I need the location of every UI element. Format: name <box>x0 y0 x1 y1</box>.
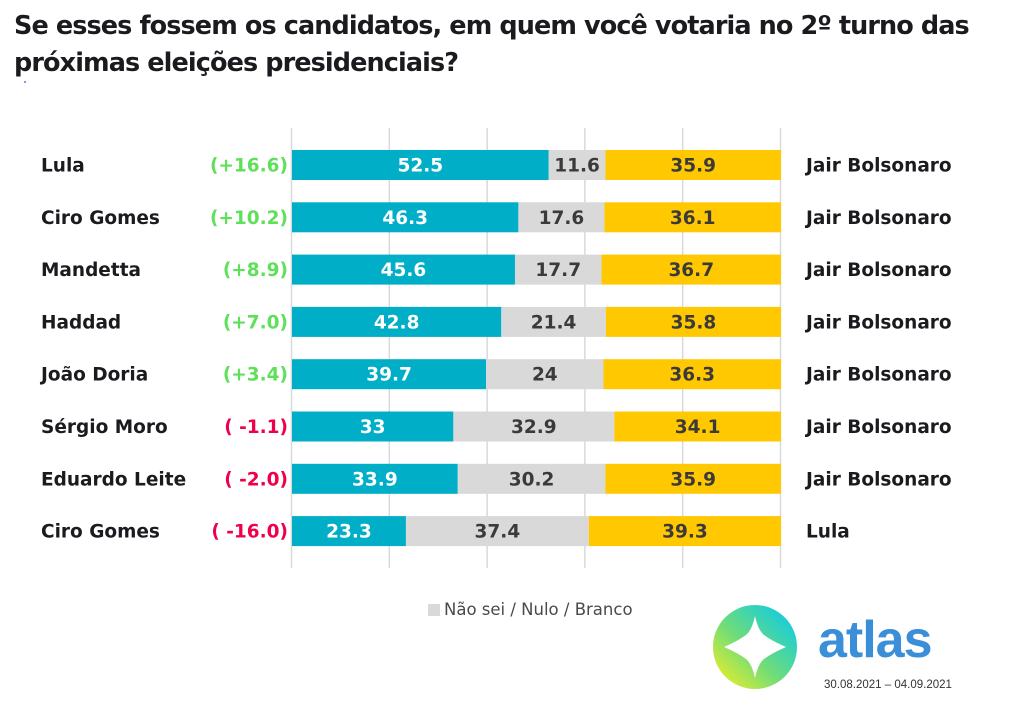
legend-swatch-undecided <box>428 603 440 616</box>
bar-row: Sérgio Moro ( -1.1) 33 32.9 34.1 Jair Bolsona… <box>41 411 952 442</box>
bar-segment-left-candidate <box>292 306 502 337</box>
difference-label: ( -2.0) <box>224 469 288 490</box>
value-label-undecided: 24 <box>532 365 558 386</box>
value-label-left-candidate: 33.9 <box>352 469 398 490</box>
bar-row: Mandetta (+8.9) 45.6 17.7 36.7 Jair Bolsonaro <box>41 254 952 285</box>
right-candidate-label: Jair Bolsonaro <box>804 208 952 229</box>
value-label-left-candidate: 33 <box>360 417 386 438</box>
bar-segment-right-candidate <box>601 254 781 285</box>
value-label-undecided: 17.7 <box>535 260 581 281</box>
bar-segment-right-candidate <box>604 202 781 233</box>
value-label-right-candidate: 36.7 <box>668 260 714 281</box>
value-label-left-candidate: 39.7 <box>366 365 412 386</box>
bar-segment-right-candidate <box>605 306 781 337</box>
difference-label: ( -16.0) <box>211 522 288 543</box>
left-candidate-label: Eduardo Leite <box>41 469 186 490</box>
bar-segment-undecided <box>453 411 615 442</box>
difference-label: (+16.6) <box>210 156 288 177</box>
value-label-undecided: 32.9 <box>511 417 557 438</box>
left-candidate-label: Haddad <box>41 312 121 333</box>
right-candidate-label: Jair Bolsonaro <box>804 417 952 438</box>
value-label-right-candidate: 39.3 <box>662 522 708 543</box>
value-label-undecided: 11.6 <box>554 156 600 177</box>
difference-label: (+3.4) <box>223 365 288 386</box>
bar-segment-left-candidate <box>292 254 515 285</box>
value-label-undecided: 30.2 <box>509 469 555 490</box>
bar-row: Ciro Gomes (+10.2) 46.3 17.6 36.1 Jair Bolson… <box>41 202 952 233</box>
bar-rows: Lula (+16.6) 52.5 11.6 35.9 Jair BolsonaroCir… <box>39 150 952 547</box>
bar-segment-right-candidate <box>605 150 781 180</box>
value-label-right-candidate: 35.9 <box>670 156 716 177</box>
chart-title: Se esses fossem os candidatos, em quem v… <box>14 11 970 78</box>
value-label-undecided: 17.6 <box>539 208 585 229</box>
value-label-right-candidate: 35.8 <box>671 312 717 333</box>
bar-segment-undecided <box>405 516 589 547</box>
right-candidate-label: Jair Bolsonaro <box>804 365 952 386</box>
value-label-right-candidate: 35.9 <box>670 469 716 490</box>
legend: Não sei / Nulo / Branco <box>428 600 633 619</box>
bar-segment-undecided <box>457 463 606 494</box>
value-label-left-candidate: 45.6 <box>381 260 427 281</box>
value-label-right-candidate: 34.1 <box>675 417 721 438</box>
bar-segment-left-candidate <box>292 463 458 494</box>
left-candidate-label: Sérgio Moro <box>41 417 168 438</box>
left-candidate-label: Ciro Gomes <box>41 522 160 543</box>
left-candidate-label: Ciro Gomes <box>41 208 160 229</box>
bar-segment-left-candidate <box>292 516 406 547</box>
right-candidate-label: Jair Bolsonaro <box>804 312 952 333</box>
bar-segment-undecided <box>518 202 605 233</box>
difference-label: (+8.9) <box>223 260 288 281</box>
bar-segment-left-candidate <box>292 359 487 390</box>
right-candidate-label: Lula <box>806 522 850 543</box>
value-label-undecided: 21.4 <box>531 312 577 333</box>
bar-segment-left-candidate <box>292 202 519 233</box>
bar-segment-left-candidate <box>292 150 549 180</box>
difference-label: (+7.0) <box>223 312 288 333</box>
bar-segment-undecided <box>514 254 602 285</box>
bar-row: Haddad (+7.0) 42.8 21.4 35.8 Jair Bolsonaro <box>41 306 952 337</box>
bar-segment-left-candidate <box>292 411 454 442</box>
value-label-left-candidate: 46.3 <box>382 208 428 229</box>
atlas-logo-icon <box>713 605 797 689</box>
value-label-right-candidate: 36.1 <box>670 208 716 229</box>
bar-segment-undecided <box>501 306 606 337</box>
bar-segment-undecided <box>548 150 606 180</box>
value-label-left-candidate: 42.8 <box>374 312 420 333</box>
right-candidate-label: Jair Bolsonaro <box>804 469 952 490</box>
left-candidate-label: Mandetta <box>41 260 141 281</box>
value-label-left-candidate: 23.3 <box>326 522 372 543</box>
right-candidate-label: Jair Bolsonaro <box>804 156 952 177</box>
value-label-undecided: 37.4 <box>475 522 521 543</box>
left-candidate-label: João Doria <box>39 365 148 386</box>
bar-segment-right-candidate <box>588 516 781 547</box>
bar-row: Ciro Gomes ( -16.0) 23.3 37.4 39.3 Lula <box>41 516 850 547</box>
value-label-left-candidate: 52.5 <box>398 156 444 177</box>
brand-name: atlas <box>818 611 933 669</box>
right-candidate-label: Jair Bolsonaro <box>804 260 952 281</box>
gridlines <box>290 128 782 568</box>
bar-segment-undecided <box>486 359 604 390</box>
difference-label: (+10.2) <box>210 208 288 229</box>
stacked-bar-chart: Lula (+16.6) 52.5 11.6 35.9 Jair BolsonaroCir… <box>39 128 952 568</box>
decorative-dot <box>24 81 26 83</box>
difference-label: ( -1.1) <box>224 417 288 438</box>
value-label-right-candidate: 36.3 <box>669 365 715 386</box>
left-candidate-label: Lula <box>41 156 85 177</box>
bar-row: João Doria (+3.4) 39.7 24 36.3 Jair Bolsonaro <box>39 359 952 390</box>
bar-row: Lula (+16.6) 52.5 11.6 35.9 Jair Bolsonaro <box>41 150 952 180</box>
bar-segment-right-candidate <box>603 359 781 390</box>
bar-segment-right-candidate <box>605 463 781 494</box>
bar-segment-right-candidate <box>614 411 781 442</box>
legend-label-undecided: Não sei / Nulo / Branco <box>444 600 633 619</box>
bar-row: Eduardo Leite ( -2.0) 33.9 30.2 35.9 Jair Bol… <box>41 463 952 494</box>
date-range: 30.08.2021 – 04.09.2021 <box>824 679 952 691</box>
